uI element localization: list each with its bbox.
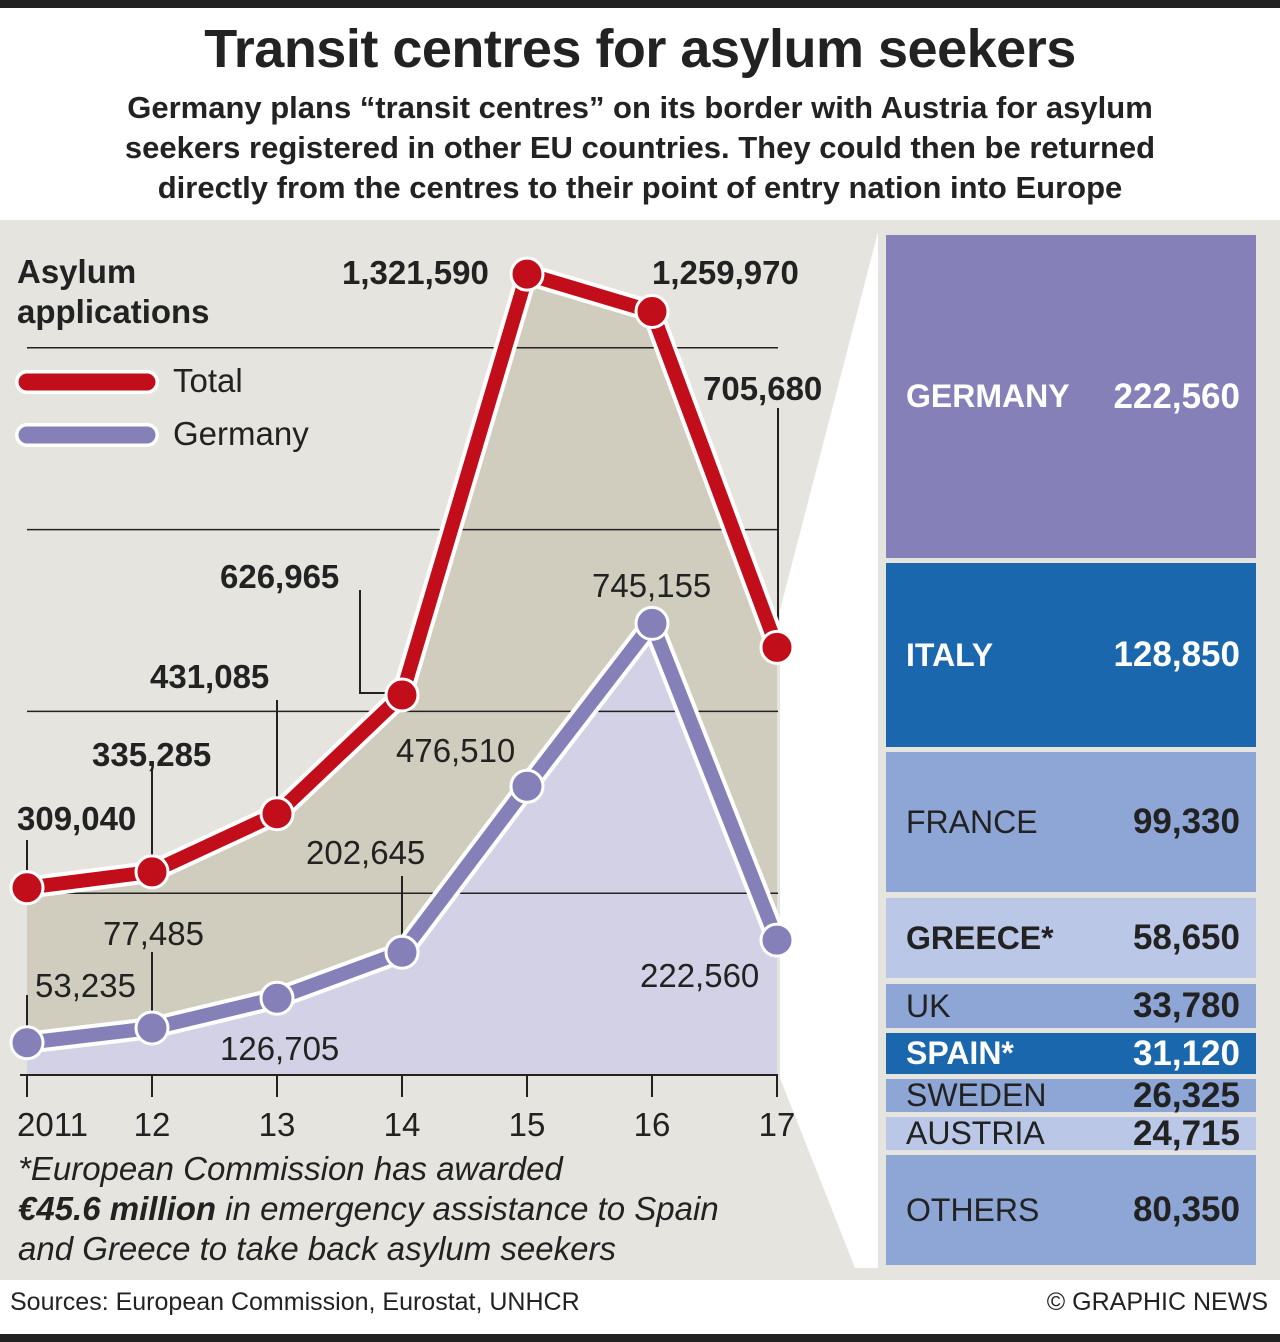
data-label-germany: 126,705 bbox=[220, 1030, 339, 1067]
legend-label-germany: Germany bbox=[173, 415, 309, 452]
data-point-germany bbox=[9, 1025, 45, 1061]
country-value: 24,715 bbox=[1132, 1113, 1240, 1153]
legend-label-total: Total bbox=[173, 362, 243, 399]
country-value: 222,560 bbox=[1113, 376, 1240, 416]
legend: Total Germany bbox=[15, 362, 309, 452]
subtitle-line: seekers registered in other EU countries… bbox=[124, 130, 1156, 165]
data-point-total bbox=[384, 677, 420, 713]
x-tick-label: 12 bbox=[134, 1106, 171, 1143]
x-tick-label: 16 bbox=[634, 1106, 671, 1143]
country-name: SWEDEN bbox=[906, 1077, 1047, 1113]
x-tick-label: 14 bbox=[384, 1106, 421, 1143]
data-label-germany: 745,155 bbox=[592, 567, 711, 604]
country-name: FRANCE bbox=[906, 803, 1038, 840]
data-label-total: 626,965 bbox=[220, 558, 339, 595]
data-point-total bbox=[759, 629, 795, 665]
data-label-total: 431,085 bbox=[150, 658, 269, 695]
data-point-total bbox=[259, 796, 295, 832]
x-tick-label: 17 bbox=[759, 1106, 796, 1143]
country-block-france: FRANCE 99,330 bbox=[886, 752, 1256, 892]
data-label-total: 705,680 bbox=[703, 370, 822, 407]
country-block-others: OTHERS 80,350 bbox=[886, 1155, 1256, 1265]
country-value: 31,120 bbox=[1132, 1033, 1240, 1073]
country-block-spain: SPAIN* 31,120 bbox=[886, 1033, 1256, 1074]
country-value: 128,850 bbox=[1113, 635, 1240, 674]
data-label-total: 1,321,590 bbox=[342, 254, 489, 291]
chart-title: applications bbox=[17, 293, 210, 330]
footnote: *European Commission has awarded bbox=[18, 1150, 563, 1187]
subtitle-line: Germany plans “transit centres” on its b… bbox=[127, 90, 1153, 125]
country-name: SPAIN* bbox=[906, 1035, 1014, 1071]
data-point-germany bbox=[509, 768, 545, 804]
country-name: UK bbox=[906, 987, 951, 1024]
sources: Sources: European Commission, Eurostat, … bbox=[10, 1288, 580, 1316]
footnote-text: in emergency assistance to Spain bbox=[216, 1190, 719, 1227]
x-tick-label: 13 bbox=[259, 1106, 296, 1143]
area-germany bbox=[27, 623, 777, 1075]
x-tick-label: 2011 bbox=[17, 1106, 88, 1143]
country-value: 33,780 bbox=[1132, 986, 1240, 1025]
data-point-total bbox=[9, 870, 45, 906]
data-point-germany bbox=[134, 1010, 170, 1046]
x-tick-label: 15 bbox=[509, 1106, 546, 1143]
data-label-total: 335,285 bbox=[92, 736, 211, 773]
country-block-greece: GREECE* 58,650 bbox=[886, 898, 1256, 978]
data-point-total bbox=[509, 256, 545, 292]
country-value: 26,325 bbox=[1132, 1075, 1240, 1115]
data-point-total bbox=[634, 293, 670, 329]
page-title: Transit centres for asylum seekers bbox=[204, 19, 1076, 79]
country-name: GERMANY bbox=[906, 378, 1070, 414]
bottom-rule bbox=[0, 1334, 1280, 1342]
data-point-germany bbox=[759, 922, 795, 958]
country-block-sweden: SWEDEN 26,325 bbox=[886, 1076, 1256, 1115]
data-label-total: 1,259,970 bbox=[652, 254, 799, 291]
leader-line bbox=[359, 590, 390, 694]
country-value: 80,350 bbox=[1132, 1190, 1240, 1229]
data-point-germany bbox=[384, 934, 420, 970]
chart-title: Asylum bbox=[17, 253, 136, 290]
footnote-amount: €45.6 million bbox=[18, 1190, 217, 1227]
footnote: and Greece to take back asylum seekers bbox=[18, 1230, 616, 1267]
country-block-austria: AUSTRIA 24,715 bbox=[886, 1114, 1256, 1153]
country-value: 99,330 bbox=[1132, 802, 1240, 841]
data-label-germany: 77,485 bbox=[103, 915, 204, 952]
country-value: 58,650 bbox=[1132, 918, 1240, 957]
data-label-germany: 222,560 bbox=[640, 957, 759, 994]
data-label-germany: 476,510 bbox=[396, 732, 515, 769]
country-name: AUSTRIA bbox=[906, 1115, 1045, 1151]
data-label-germany: 202,645 bbox=[306, 834, 425, 871]
country-block-italy: ITALY 128,850 bbox=[886, 563, 1256, 747]
country-name: OTHERS bbox=[906, 1191, 1040, 1228]
footnote: €45.6 million in emergency assistance to… bbox=[18, 1190, 719, 1228]
subtitle-line: directly from the centres to their point… bbox=[157, 170, 1123, 205]
data-point-germany bbox=[259, 980, 295, 1016]
data-point-total bbox=[134, 854, 170, 890]
country-name: GREECE* bbox=[906, 919, 1054, 956]
country-block-germany: GERMANY 222,560 bbox=[886, 235, 1256, 558]
credit: © GRAPHIC NEWS bbox=[1046, 1288, 1268, 1316]
country-name: ITALY bbox=[906, 636, 994, 673]
data-label-total: 309,040 bbox=[17, 800, 136, 837]
data-point-germany bbox=[634, 605, 670, 641]
country-block-uk: UK 33,780 bbox=[886, 984, 1256, 1028]
funnel-connector bbox=[780, 232, 878, 1268]
data-label-germany: 53,235 bbox=[35, 967, 136, 1004]
top-rule bbox=[0, 0, 1280, 8]
